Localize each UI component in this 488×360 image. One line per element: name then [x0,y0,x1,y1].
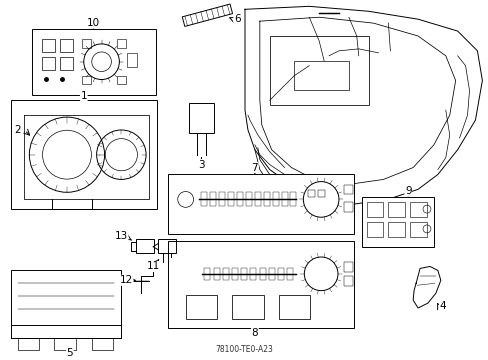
Bar [18,338,39,350]
Bar [254,193,260,206]
Bar [272,193,278,206]
Bar [167,175,353,234]
Bar [213,268,219,280]
Bar [201,193,207,206]
Bar [387,222,405,237]
Bar [232,295,263,319]
Bar [281,193,287,206]
Bar [232,268,238,280]
Bar [241,268,246,280]
Text: 6: 6 [233,14,240,24]
Bar [228,193,234,206]
Bar [318,189,325,197]
Bar [219,193,225,206]
Text: 3: 3 [198,159,204,170]
Bar [366,202,383,217]
Bar [167,241,353,328]
Bar [54,338,76,350]
Bar [91,338,113,350]
Bar [387,202,405,217]
Text: 8: 8 [251,328,258,338]
Bar [343,262,352,272]
Bar [117,76,126,85]
Bar [182,4,232,26]
Text: 5: 5 [66,347,73,357]
Bar [188,103,214,133]
Bar [210,193,216,206]
Text: 1: 1 [81,91,87,102]
Bar [294,61,348,90]
Text: 9: 9 [404,186,411,196]
Bar [286,268,293,280]
Bar [278,295,310,319]
Bar [204,268,210,280]
Bar [409,202,426,217]
Text: 7: 7 [251,163,258,172]
Text: 10: 10 [87,18,100,28]
Bar [42,57,55,69]
Bar [11,270,121,325]
Bar [237,193,243,206]
Text: 12: 12 [120,275,133,285]
Text: 2: 2 [14,125,21,135]
Bar [42,39,55,52]
Bar [223,268,228,280]
Bar [259,268,265,280]
Bar [60,57,73,69]
Bar [307,189,315,197]
Bar [290,193,296,206]
Bar [263,193,269,206]
Bar [32,29,156,95]
Bar [136,239,154,253]
Bar [268,268,274,280]
Bar [269,36,368,105]
Text: 4: 4 [439,301,445,311]
Bar [343,276,352,286]
Bar [366,222,383,237]
Bar [117,39,126,48]
Bar [81,76,90,85]
Bar [127,53,137,67]
Bar [343,185,352,194]
Bar [158,239,175,253]
Bar [60,39,73,52]
Text: 11: 11 [146,261,159,271]
Bar [278,268,284,280]
Bar [185,295,217,319]
Bar [343,202,352,212]
Bar [250,268,256,280]
Bar [409,222,426,237]
Text: 78100-TE0-A23: 78100-TE0-A23 [215,345,272,354]
Text: 13: 13 [115,231,128,241]
Bar [81,39,90,48]
Bar [245,193,251,206]
Bar [361,197,433,247]
Bar [11,100,157,209]
